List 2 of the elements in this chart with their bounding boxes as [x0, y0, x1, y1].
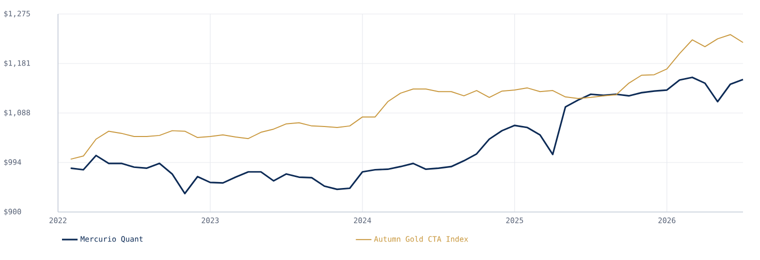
line-series	[70, 34, 744, 160]
line-series	[70, 76, 744, 194]
